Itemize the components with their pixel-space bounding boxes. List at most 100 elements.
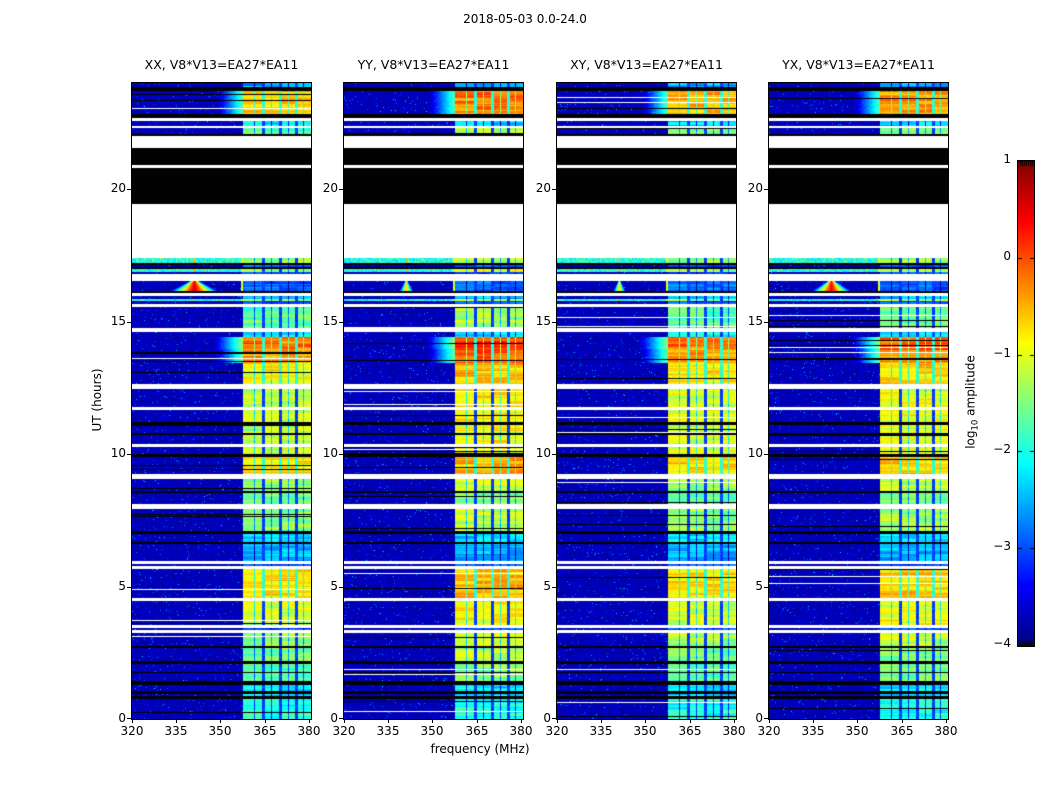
y-tick-label: 10 <box>110 446 126 460</box>
x-tick-label: 335 <box>164 724 188 738</box>
x-tick-label: 335 <box>801 724 825 738</box>
y-tick-label: 10 <box>535 446 551 460</box>
y-tick-mark <box>552 718 556 719</box>
x-tick-label: 350 <box>633 724 657 738</box>
x-tick-mark <box>521 719 522 723</box>
panel-title-yy: YY, V8*V13=EA27*EA11 <box>357 57 510 72</box>
y-tick-mark <box>764 454 768 455</box>
y-tick-label: 5 <box>330 579 338 593</box>
panel-title-xy: XY, V8*V13=EA27*EA11 <box>570 57 723 72</box>
x-tick-mark <box>734 719 735 723</box>
y-tick-label: 5 <box>755 579 763 593</box>
y-tick-mark <box>764 189 768 190</box>
x-tick-label: 320 <box>120 724 144 738</box>
y-tick-label: 15 <box>535 314 551 328</box>
panel-xy: XY, V8*V13=EA27*EA11 320 335 350 365 380 0 5 10… <box>536 57 746 738</box>
panel-title-yx: YX, V8*V13=EA27*EA11 <box>782 57 935 72</box>
spectrogram-canvas-xy <box>557 83 736 719</box>
y-tick-mark <box>127 322 131 323</box>
panel-xx: XX, V8*V13=EA27*EA11 320 335 350 365 380 0 5 10… <box>111 57 321 738</box>
y-tick-mark <box>552 587 556 588</box>
y-tick-label: 15 <box>110 314 126 328</box>
y-tick-mark <box>764 322 768 323</box>
x-tick-label: 380 <box>934 724 958 738</box>
x-tick-mark <box>309 719 310 723</box>
colorbar <box>1017 160 1035 647</box>
x-tick-label: 335 <box>376 724 400 738</box>
x-tick-label: 380 <box>722 724 746 738</box>
y-tick-label: 5 <box>543 579 551 593</box>
colorbar-tick-label: −4 <box>993 636 1011 650</box>
x-tick-label: 350 <box>845 724 869 738</box>
x-tick-label: 350 <box>420 724 444 738</box>
y-tick-mark <box>552 322 556 323</box>
y-tick-label: 0 <box>755 711 763 725</box>
x-tick-label: 365 <box>890 724 914 738</box>
x-tick-mark <box>946 719 947 723</box>
figure-title: 2018-05-03 0.0-24.0 <box>463 12 587 26</box>
colorbar-label: log10 amplitude <box>963 355 981 449</box>
y-tick-mark <box>552 189 556 190</box>
y-tick-mark <box>339 454 343 455</box>
y-tick-label: 0 <box>543 711 551 725</box>
y-tick-label: 15 <box>322 314 338 328</box>
x-tick-label: 365 <box>253 724 277 738</box>
y-tick-mark <box>127 454 131 455</box>
x-tick-label: 380 <box>509 724 533 738</box>
panel-yy: YY, V8*V13=EA27*EA11 320 335 350 365 380 0 5 10… <box>323 57 533 738</box>
x-tick-label: 335 <box>589 724 613 738</box>
x-tick-mark <box>902 719 903 723</box>
y-tick-mark <box>764 587 768 588</box>
x-tick-mark <box>265 719 266 723</box>
x-tick-mark <box>601 719 602 723</box>
x-tick-mark <box>645 719 646 723</box>
panel-title-xx: XX, V8*V13=EA27*EA11 <box>144 57 299 72</box>
colorbar-tick-label: −2 <box>993 442 1011 456</box>
x-tick-mark <box>344 719 345 723</box>
y-tick-mark <box>339 587 343 588</box>
y-tick-label: 20 <box>110 181 126 195</box>
y-tick-mark <box>552 454 556 455</box>
x-tick-mark <box>388 719 389 723</box>
y-tick-mark <box>339 322 343 323</box>
x-tick-mark <box>176 719 177 723</box>
x-tick-label: 320 <box>757 724 781 738</box>
colorbar-canvas <box>1018 161 1034 646</box>
colorbar-tick-label: 0 <box>1003 249 1011 263</box>
y-tick-mark <box>339 189 343 190</box>
x-tick-mark <box>857 719 858 723</box>
y-tick-label: 0 <box>118 711 126 725</box>
y-tick-label: 15 <box>747 314 763 328</box>
x-tick-mark <box>477 719 478 723</box>
y-tick-label: 10 <box>747 446 763 460</box>
panel-yx: YX, V8*V13=EA27*EA11 320 335 350 365 380 0 5 10… <box>748 57 958 738</box>
colorbar-tick-label: −1 <box>993 346 1011 360</box>
x-tick-label: 320 <box>332 724 356 738</box>
x-tick-mark <box>557 719 558 723</box>
x-tick-label: 380 <box>297 724 321 738</box>
y-tick-label: 20 <box>535 181 551 195</box>
colorbar-tick-label: 1 <box>1003 152 1011 166</box>
x-tick-mark <box>769 719 770 723</box>
spectrogram-canvas-yx <box>769 83 948 719</box>
x-tick-mark <box>813 719 814 723</box>
y-tick-label: 10 <box>322 446 338 460</box>
y-tick-label: 20 <box>747 181 763 195</box>
colorbar-tick-label: −3 <box>993 539 1011 553</box>
x-tick-label: 350 <box>208 724 232 738</box>
y-tick-label: 5 <box>118 579 126 593</box>
y-tick-mark <box>127 718 131 719</box>
x-tick-mark <box>132 719 133 723</box>
y-tick-label: 20 <box>322 181 338 195</box>
x-axis-label: frequency (MHz) <box>430 742 530 756</box>
spectrogram-canvas-xx <box>132 83 311 719</box>
x-tick-mark <box>220 719 221 723</box>
x-tick-label: 365 <box>678 724 702 738</box>
y-tick-label: 0 <box>330 711 338 725</box>
spectrogram-canvas-yy <box>344 83 523 719</box>
y-tick-mark <box>764 718 768 719</box>
x-tick-mark <box>432 719 433 723</box>
x-tick-mark <box>690 719 691 723</box>
y-tick-mark <box>339 718 343 719</box>
